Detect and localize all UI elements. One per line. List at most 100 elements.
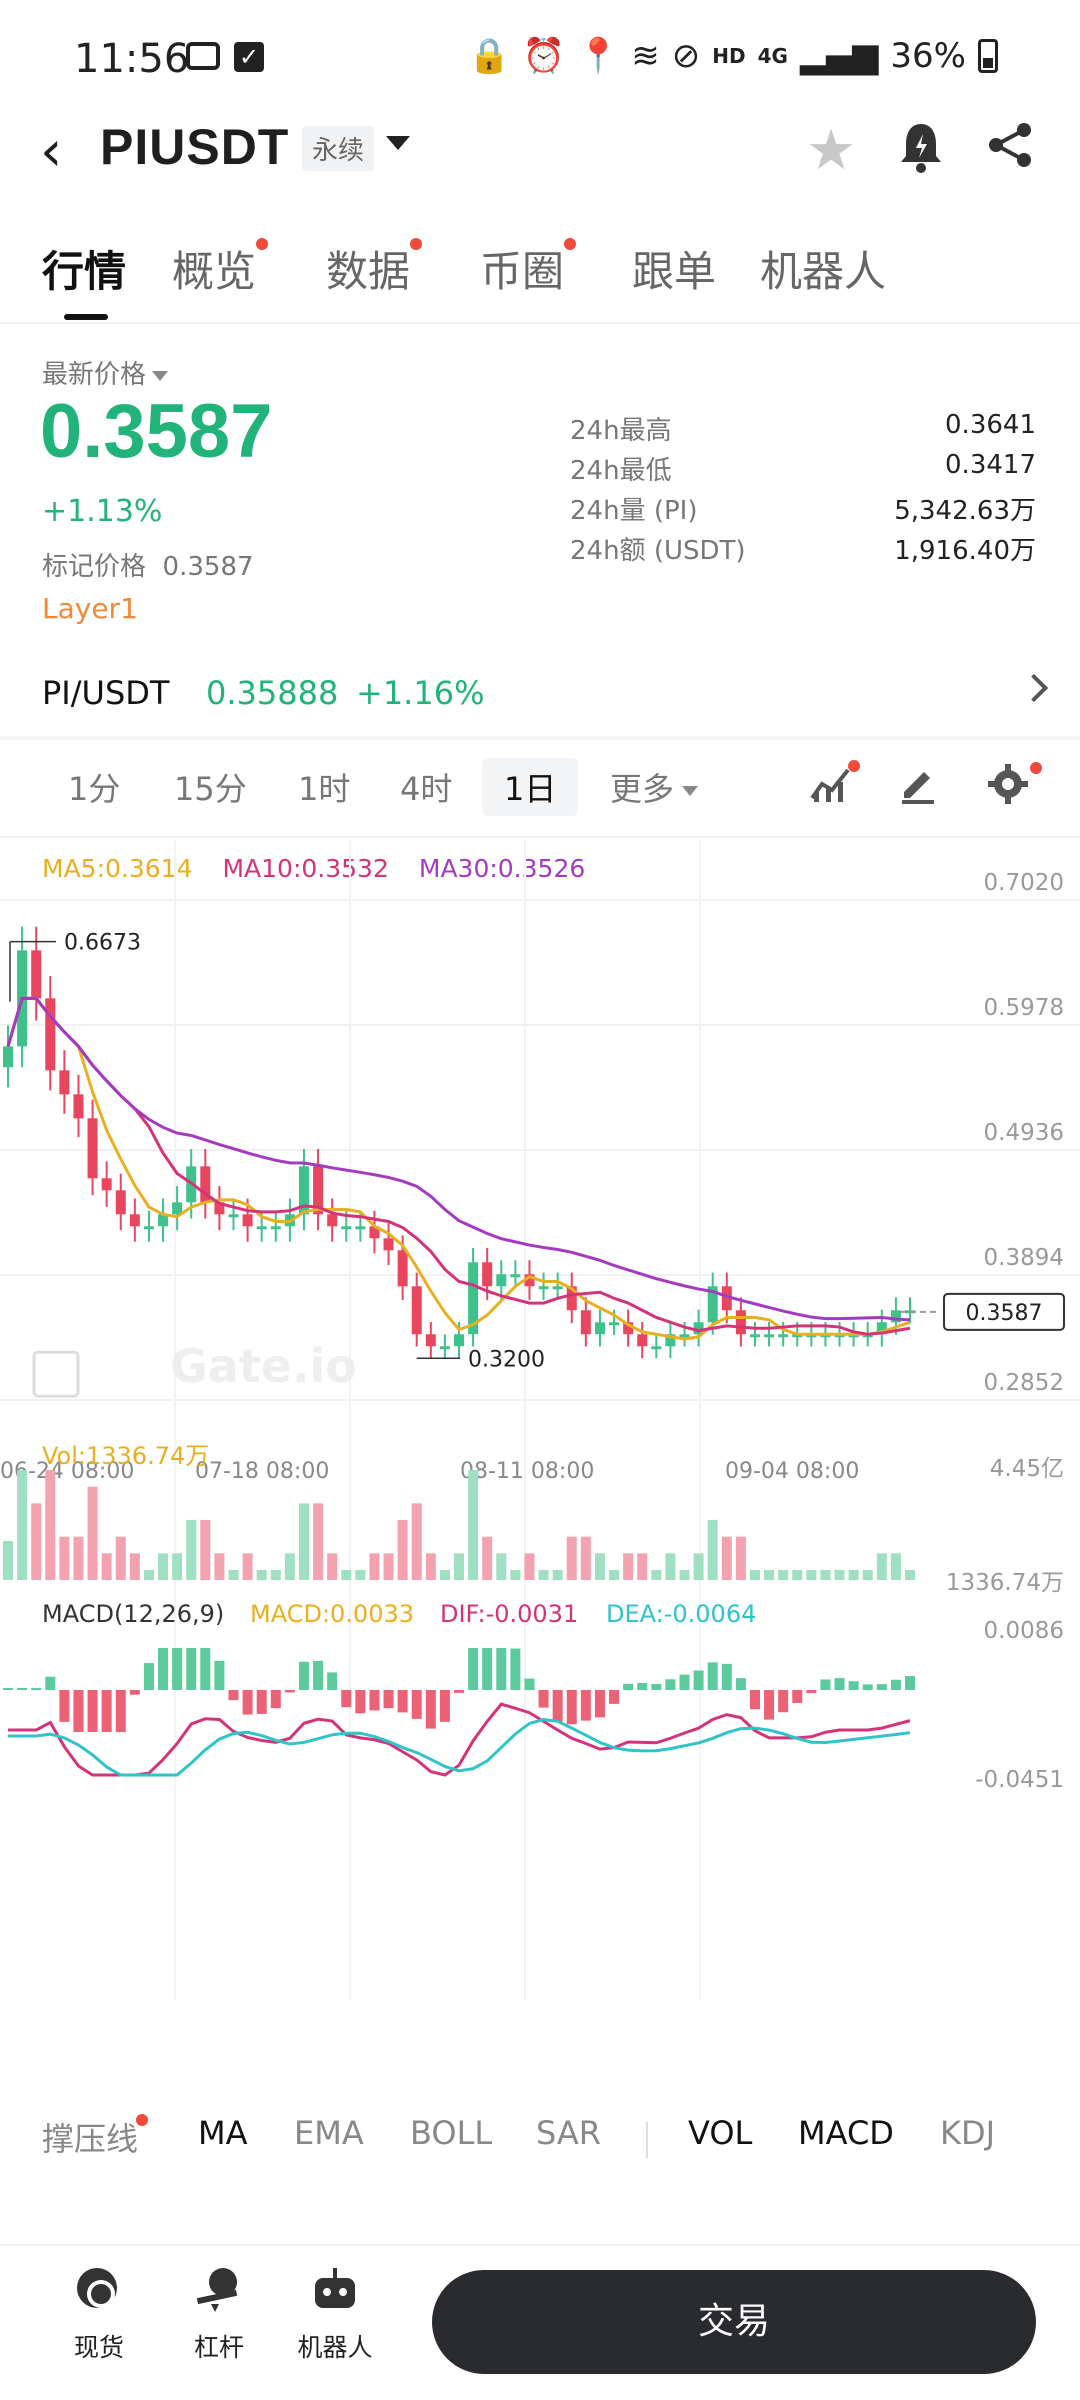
volume-bar <box>172 1553 183 1580</box>
tab-overview[interactable]: 概览 <box>172 238 269 299</box>
macd-histogram-bar <box>890 1679 901 1690</box>
macd-value-label: MACD:0.0033 <box>250 1600 414 1628</box>
indicator-ma[interactable]: MA <box>198 2114 248 2152</box>
y-tick-label: 0.7020 <box>984 870 1064 896</box>
candle-body <box>778 1334 789 1338</box>
interval-1d[interactable]: 1日 <box>482 758 579 816</box>
volume-tick-label: 1336.74万 <box>946 1570 1064 1596</box>
candle-body <box>270 1226 281 1230</box>
macd-histogram-bar <box>820 1679 831 1690</box>
network-label: 4G <box>757 44 788 68</box>
stat-value: 5,342.63万 <box>894 496 1036 526</box>
macd-histogram-bar <box>580 1690 591 1721</box>
macd-histogram-bar <box>834 1678 845 1690</box>
indicator-icon[interactable] <box>808 762 852 806</box>
draw-tool-icon[interactable] <box>896 762 940 806</box>
current-price-box <box>943 1292 1065 1331</box>
y-tick-label: 0.3894 <box>984 1245 1064 1271</box>
candle-body <box>496 1274 507 1287</box>
macd-histogram-bar <box>313 1660 324 1690</box>
interval-4h[interactable]: 4时 <box>400 770 453 808</box>
lock-icon: 🔒 <box>468 36 511 76</box>
macd-histogram-bar <box>369 1690 380 1711</box>
tab-label: 机器人 <box>760 247 887 296</box>
robot-icon <box>315 2268 355 2308</box>
stat-turnover: 24h额 (USDT) 1,916.40万 <box>570 530 1036 567</box>
latest-price-label[interactable]: 最新价格 <box>42 354 169 391</box>
candlestick-chart[interactable]: MA5:0.3614 MA10:0.3532 MA30:0.3526 0.702… <box>0 840 1080 2100</box>
latest-price-text: 最新价格 <box>42 360 147 390</box>
star-icon[interactable]: ★ <box>806 118 857 183</box>
interval-1m[interactable]: 1分 <box>68 770 121 808</box>
macd-histogram-bar <box>510 1648 521 1690</box>
interval-15m[interactable]: 15分 <box>174 770 247 808</box>
candle-body <box>115 1190 126 1215</box>
notification-dot <box>136 2114 149 2126</box>
tab-data[interactable]: 数据 <box>326 238 423 299</box>
tab-label: 概览 <box>172 247 257 296</box>
macd-histogram-bar <box>848 1681 859 1690</box>
candle-body <box>439 1346 450 1350</box>
macd-histogram-bar <box>594 1690 605 1718</box>
fullscreen-icon <box>32 1350 80 1398</box>
volume-bar <box>186 1520 197 1580</box>
volume-bar <box>749 1570 760 1580</box>
macd-histogram-bar <box>876 1684 887 1690</box>
bell-icon[interactable] <box>898 120 944 174</box>
tab-market[interactable]: 行情 <box>42 238 126 299</box>
volume-bar <box>468 1470 479 1580</box>
share-icon[interactable] <box>986 120 1036 170</box>
chevron-right-icon <box>1019 673 1049 703</box>
volume-bar <box>510 1570 521 1580</box>
indicator-ema[interactable]: EMA <box>294 2114 364 2152</box>
status-right: 🔒 ⏰ 📍 ≋ ⊘ HD 4G ▂▄▆ 36% <box>468 36 998 76</box>
macd-histogram-bar <box>17 1688 28 1690</box>
indicator-vol[interactable]: VOL <box>688 2114 753 2152</box>
candle-body <box>397 1250 408 1287</box>
candle-body <box>482 1262 493 1287</box>
interval-1h[interactable]: 1时 <box>298 770 351 808</box>
volume-bar <box>566 1536 577 1580</box>
nav-spot[interactable]: 现货 <box>44 2264 154 2364</box>
x-tick-label: 08-11 08:00 <box>460 1459 594 1484</box>
volume-bar <box>552 1570 563 1580</box>
last-price: 0.3587 <box>40 389 273 474</box>
tab-community[interactable]: 币圈 <box>480 238 577 299</box>
candle-body <box>735 1310 746 1335</box>
pair-title[interactable]: PIUSDT <box>100 119 290 175</box>
caret-down-icon[interactable] <box>386 136 410 150</box>
nav-bots[interactable]: 机器人 <box>280 2264 390 2364</box>
macd-histogram-bar <box>341 1690 352 1708</box>
trade-button[interactable]: 交易 <box>432 2270 1036 2374</box>
volume-bar <box>341 1570 352 1580</box>
macd-histogram-bar <box>721 1663 732 1690</box>
spot-pair-row[interactable]: PI/USDT 0.35888 +1.16% <box>0 660 1080 730</box>
stat-value: 0.3641 <box>945 410 1036 440</box>
volume-bar <box>298 1503 309 1580</box>
category-tag[interactable]: Layer1 <box>42 592 138 625</box>
volume-bar <box>693 1553 704 1580</box>
alarm-icon: ⏰ <box>522 36 565 76</box>
volume-bar <box>764 1570 775 1580</box>
indicator-support-resistance[interactable]: 撑压线 <box>42 2114 149 2160</box>
tab-bots[interactable]: 机器人 <box>760 238 886 299</box>
dea-line <box>8 1718 911 1777</box>
back-icon[interactable]: ‹ <box>40 119 63 184</box>
indicator-macd[interactable]: MACD <box>798 2114 894 2152</box>
macd-histogram-bar <box>792 1690 803 1703</box>
candle-body <box>538 1286 549 1290</box>
nav-leverage[interactable]: 杠杆 <box>164 2264 274 2364</box>
volume-bar <box>115 1536 126 1580</box>
indicator-boll[interactable]: BOLL <box>410 2114 493 2152</box>
interval-more[interactable]: 更多 <box>610 764 699 810</box>
main-tabs: 行情 概览 数据 币圈 跟单 机器人 <box>0 230 1080 320</box>
settings-gear-icon[interactable] <box>986 762 1030 806</box>
candle-body <box>623 1322 634 1335</box>
notification-dot <box>564 238 577 250</box>
indicator-kdj[interactable]: KDJ <box>940 2114 996 2152</box>
indicator-sar[interactable]: SAR <box>536 2114 602 2152</box>
macd-histogram-bar <box>749 1690 760 1710</box>
macd-histogram-bar <box>538 1690 549 1708</box>
caret-down-icon <box>682 786 699 796</box>
tab-copy-trading[interactable]: 跟单 <box>632 238 716 299</box>
